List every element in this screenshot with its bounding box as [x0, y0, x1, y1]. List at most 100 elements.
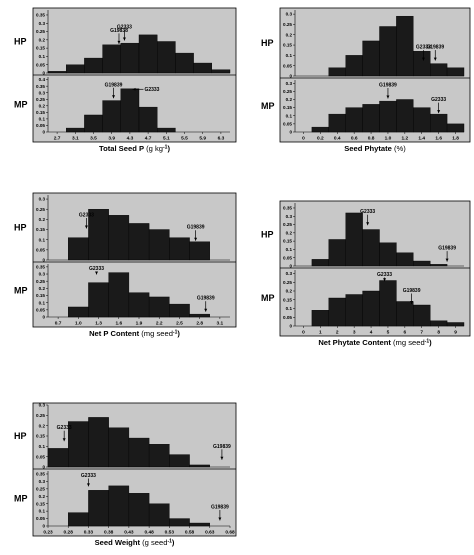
- panel-hp: HP 0 0.05 0.1 0.15 0.2 0.25 0.3 G2333 G19839: [14, 403, 231, 470]
- y-tick-label: 0.05: [36, 516, 45, 521]
- y-tick-label: 0.25: [36, 279, 45, 284]
- y-tick-label: 0.3: [39, 197, 46, 202]
- annotation-g2333: G2333: [431, 97, 446, 114]
- histogram-bar: [84, 114, 103, 133]
- histogram-bar: [65, 64, 85, 74]
- x-axis-title: Net Phytate Content (mg seed-1): [318, 338, 432, 347]
- histogram-bar: [108, 427, 130, 468]
- histogram-bar: [128, 292, 150, 318]
- x-tick-label: 3: [353, 330, 356, 336]
- histogram-bar: [345, 55, 363, 77]
- x-tick-label: 0.33: [84, 530, 94, 536]
- histogram-bar: [362, 40, 380, 77]
- x-title-part: -1: [167, 539, 172, 545]
- x-title-part: Total Seed P: [99, 144, 144, 153]
- x-tick-label: 6.3: [218, 136, 225, 142]
- histogram-bar: [362, 290, 380, 327]
- arrow-head: [122, 37, 126, 41]
- x-tick-label: 9: [454, 330, 457, 336]
- histogram-bar: [169, 303, 190, 318]
- x-tick-label: 0.58: [185, 530, 195, 536]
- arrow-head: [95, 271, 99, 275]
- x-tick-label: 0.23: [43, 530, 53, 536]
- histogram-bar: [413, 260, 431, 267]
- histogram-bar: [396, 301, 414, 327]
- histogram-bar: [446, 67, 465, 77]
- y-tick-label: 0.3: [39, 90, 46, 95]
- y-tick-label: 0.3: [286, 81, 293, 86]
- histogram-bar: [328, 113, 346, 133]
- panel-hp: HP 0 0.05 0.1 0.15 0.2 0.25 0.3 0.35 G2333 G19839: [261, 203, 464, 269]
- annotation-g2333: G2333: [360, 209, 375, 226]
- annotation-label: G2333: [377, 272, 392, 278]
- arrow-head: [62, 438, 66, 442]
- annotation-label: G2333: [431, 97, 446, 103]
- y-tick-label: 0.2: [286, 289, 293, 294]
- histogram-bar: [175, 52, 194, 74]
- x-tick-label: 8: [437, 330, 440, 336]
- x-tick-label: 5: [387, 330, 390, 336]
- histogram-bar: [413, 107, 431, 133]
- histogram-bar: [430, 63, 448, 77]
- y-tick-label: 0.25: [283, 280, 292, 285]
- x-tick-label: 0.43: [124, 530, 134, 536]
- y-tick-label: 0: [42, 315, 45, 320]
- histogram-bar: [47, 448, 69, 468]
- x-title-part: Net P Content: [89, 329, 140, 338]
- annotation-label: G19839: [213, 444, 231, 450]
- row-label: MP: [14, 494, 28, 504]
- x-tick-label: 0.53: [165, 530, 175, 536]
- histogram-bar: [430, 113, 448, 133]
- y-tick-label: 0.05: [36, 307, 45, 312]
- arrow-head: [112, 95, 116, 99]
- histogram-chart-2: HP00.050.10.150.20.250.3G2333G19839MP00.…: [261, 7, 471, 153]
- x-tick-label: 4.7: [145, 136, 152, 142]
- x-tick-label: 0: [302, 330, 305, 336]
- row-label: MP: [261, 293, 275, 303]
- arrow-head: [366, 222, 370, 226]
- y-tick-label: 0.25: [36, 29, 45, 34]
- histogram-bar: [211, 69, 231, 74]
- y-tick-label: 0.1: [39, 54, 46, 59]
- x-tick-label: 4: [370, 330, 373, 336]
- histogram-bar: [84, 57, 103, 74]
- histogram-bar: [362, 229, 380, 267]
- y-tick-label: 0: [289, 130, 292, 135]
- x-tick-label: 4.3: [127, 136, 134, 142]
- y-tick-label: 0.15: [283, 43, 292, 48]
- y-tick-label: 0.1: [286, 247, 293, 252]
- y-tick-label: 0.15: [283, 105, 292, 110]
- histogram-bar: [345, 107, 363, 133]
- panel-mp: MP 0 0.05 0.1 0.15 0.2 0.25 0.3 G2333 G19839 0 1 2 3 4…: [261, 270, 465, 336]
- histogram-bar: [193, 62, 213, 74]
- x-tick-label: 1.9: [136, 321, 143, 327]
- annotation-label: G2333: [81, 473, 96, 479]
- y-tick-label: 0.25: [283, 22, 292, 27]
- x-title-part: Seed Weight: [95, 538, 141, 547]
- annotation-label: G19839: [105, 82, 123, 88]
- histogram-bar: [413, 51, 431, 77]
- x-title-part: -1: [163, 145, 168, 151]
- x-tick-label: 2.8: [196, 321, 203, 327]
- arrow-head: [204, 308, 208, 312]
- histogram-bar: [88, 282, 109, 318]
- histogram-bar: [396, 15, 414, 77]
- histogram-bar: [189, 241, 210, 261]
- arrow-head: [421, 57, 425, 61]
- y-tick-label: 0.15: [36, 46, 45, 51]
- annotation-label: G2333: [416, 45, 431, 51]
- x-tick-label: 5.9: [199, 136, 206, 142]
- y-tick-label: 0.25: [36, 413, 45, 418]
- annotation-label: G2333: [144, 87, 159, 93]
- arrow-head: [410, 301, 414, 304]
- row-label: HP: [14, 37, 27, 47]
- row-label: HP: [261, 230, 274, 240]
- x-title-part: (%): [392, 144, 406, 153]
- histogram-chart-5: HP00.050.10.150.20.250.3G2333G19839MP00.…: [14, 402, 237, 547]
- y-tick-label: 0.1: [39, 509, 46, 514]
- y-tick-label: 0.15: [36, 227, 45, 232]
- x-tick-label: 3.5: [90, 136, 97, 142]
- histogram-bar: [379, 100, 397, 133]
- y-tick-label: 0.2: [286, 97, 293, 102]
